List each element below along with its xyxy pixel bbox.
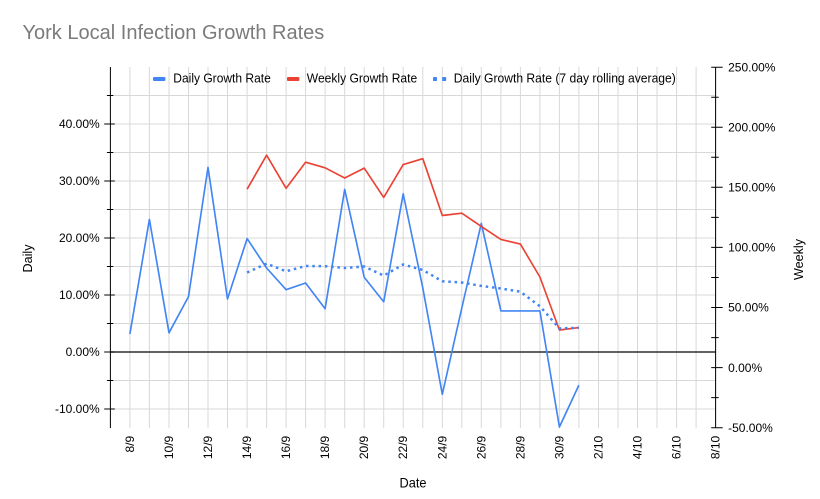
svg-text:10/9: 10/9 <box>162 435 176 459</box>
svg-text:150.00%: 150.00% <box>728 181 776 195</box>
svg-text:Daily Growth Rate (7 day rolli: Daily Growth Rate (7 day rolling average… <box>454 71 676 86</box>
svg-text:200.00%: 200.00% <box>728 121 776 135</box>
svg-text:2/10: 2/10 <box>592 435 606 459</box>
svg-text:20/9: 20/9 <box>357 435 371 459</box>
svg-text:York Local Infection Growth Ra: York Local Infection Growth Rates <box>23 22 325 44</box>
svg-text:10.00%: 10.00% <box>59 288 100 302</box>
svg-text:4/10: 4/10 <box>631 435 645 459</box>
svg-text:12/9: 12/9 <box>201 435 215 459</box>
svg-text:16/9: 16/9 <box>279 435 293 459</box>
svg-text:8/10: 8/10 <box>709 435 723 459</box>
svg-text:6/10: 6/10 <box>670 435 684 459</box>
svg-text:30/9: 30/9 <box>552 435 566 459</box>
svg-text:Weekly Growth Rate: Weekly Growth Rate <box>307 71 417 86</box>
svg-text:Date: Date <box>400 474 427 490</box>
svg-text:40.00%: 40.00% <box>59 117 100 131</box>
svg-text:18/9: 18/9 <box>318 435 332 459</box>
svg-text:26/9: 26/9 <box>474 435 488 459</box>
svg-text:0.00%: 0.00% <box>728 361 762 375</box>
svg-text:250.00%: 250.00% <box>728 60 776 74</box>
svg-text:Daily: Daily <box>21 244 35 273</box>
svg-text:0.00%: 0.00% <box>66 345 100 359</box>
svg-text:100.00%: 100.00% <box>728 241 776 255</box>
svg-text:Weekly: Weekly <box>792 238 806 280</box>
svg-text:14/9: 14/9 <box>240 435 254 459</box>
svg-text:-10.00%: -10.00% <box>55 402 100 416</box>
svg-text:30.00%: 30.00% <box>59 174 100 188</box>
svg-text:50.00%: 50.00% <box>728 301 769 315</box>
svg-text:28/9: 28/9 <box>513 435 527 459</box>
svg-text:Daily Growth Rate: Daily Growth Rate <box>173 71 270 86</box>
svg-text:-50.00%: -50.00% <box>728 421 773 435</box>
svg-text:22/9: 22/9 <box>396 435 410 459</box>
svg-text:20.00%: 20.00% <box>59 231 100 245</box>
svg-text:8/9: 8/9 <box>123 435 137 452</box>
svg-text:24/9: 24/9 <box>435 435 449 459</box>
